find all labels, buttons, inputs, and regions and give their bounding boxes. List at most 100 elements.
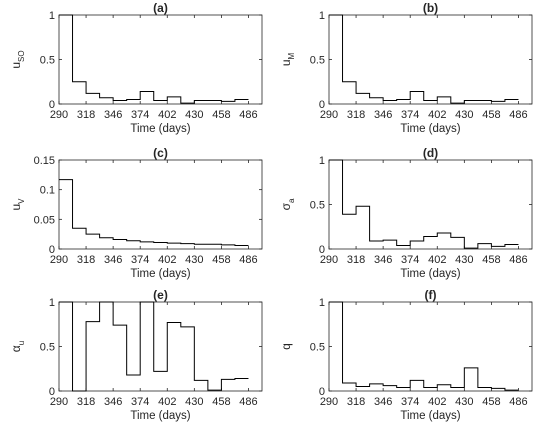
axes-box [58, 14, 263, 105]
x-tick-label: 430 [455, 109, 473, 121]
x-tick-label: 374 [401, 254, 419, 266]
panel-d: 290 318 346 374 402 430 458 486 0 0.5 1 (d) Time (da… [279, 146, 533, 280]
x-tick-label: 290 [50, 254, 68, 266]
y-tick-label: 0.5 [40, 55, 55, 67]
y-tick-label: 1 [319, 155, 325, 167]
panel-title: (e) [153, 288, 168, 302]
y-axis-label: q [279, 343, 293, 350]
y-tick-label: 1 [319, 297, 325, 309]
x-axis-label: Time (days) [130, 123, 190, 135]
x-axis-label: Time (days) [400, 268, 460, 280]
x-tick-label: 486 [239, 254, 257, 266]
x-tick-label: 318 [347, 396, 365, 408]
panel-a: 290 318 346 374 402 430 458 486 0 0.5 1 (a) Time (da… [9, 1, 263, 135]
x-tick-label: 486 [509, 254, 527, 266]
panel-c: 290 318 346 374 402 430 458 486 0 0.05 0.1 0.15 (c) T… [9, 146, 263, 280]
y-axis-label: αu [9, 341, 26, 352]
x-tick-label: 486 [509, 109, 527, 121]
panel-title: (c) [153, 146, 168, 160]
y-tick-label: 0 [49, 99, 55, 111]
x-tick-label: 458 [482, 396, 500, 408]
x-tick-label: 430 [185, 396, 203, 408]
y-tick-label: 0.05 [34, 214, 55, 226]
x-tick-label: 402 [428, 109, 446, 121]
x-tick-label: 458 [482, 109, 500, 121]
x-tick-label: 402 [428, 254, 446, 266]
x-tick-label: 290 [320, 396, 338, 408]
x-tick-label: 374 [131, 109, 149, 121]
x-tick-label: 290 [50, 396, 68, 408]
x-tick-label: 318 [77, 396, 95, 408]
y-axis-label-main: u [9, 62, 23, 69]
y-tick-label: 1 [49, 10, 55, 22]
axes-box [328, 159, 533, 250]
x-tick-label: 318 [77, 109, 95, 121]
y-axis-label-main: α [9, 345, 23, 352]
x-axis-label: Time (days) [400, 410, 460, 422]
y-axis-label-main: u [279, 59, 293, 66]
x-tick-label: 430 [455, 254, 473, 266]
y-axis-label-main: u [9, 204, 23, 211]
y-tick-label: 0 [319, 99, 325, 111]
y-axis-label: uSO [9, 50, 26, 68]
x-tick-label: 318 [347, 254, 365, 266]
x-tick-label: 318 [77, 254, 95, 266]
y-axis-label: uV [9, 198, 26, 211]
axes-box [58, 159, 263, 250]
x-tick-label: 290 [320, 109, 338, 121]
x-tick-label: 374 [401, 396, 419, 408]
series-step-line [59, 301, 249, 392]
x-tick-label: 486 [239, 396, 257, 408]
axes-box [328, 301, 533, 392]
x-tick-label: 346 [104, 254, 122, 266]
y-tick-label: 0.5 [40, 342, 55, 354]
series-step-line [329, 14, 519, 104]
y-axis-label-main: q [279, 343, 293, 350]
x-axis-label: Time (days) [130, 410, 190, 422]
y-tick-label: 0.1 [40, 185, 55, 197]
x-tick-label: 402 [158, 109, 176, 121]
x-tick-label: 402 [158, 396, 176, 408]
x-tick-label: 430 [455, 396, 473, 408]
y-tick-label: 0.5 [310, 342, 325, 354]
y-axis-label: σa [279, 198, 296, 210]
x-tick-label: 346 [104, 396, 122, 408]
x-tick-label: 374 [401, 109, 419, 121]
y-axis-label-subscript: u [17, 341, 26, 345]
axes-box [58, 301, 263, 392]
axes-box [328, 14, 533, 105]
y-tick-label: 0.15 [34, 155, 55, 167]
x-tick-label: 458 [212, 109, 230, 121]
y-axis-label-subscript: V [17, 198, 26, 204]
x-tick-label: 374 [131, 254, 149, 266]
x-tick-label: 402 [428, 396, 446, 408]
panel-title: (b) [423, 1, 438, 15]
x-tick-label: 318 [347, 109, 365, 121]
panel-title: (f) [425, 288, 437, 302]
x-axis-label: Time (days) [130, 268, 190, 280]
y-axis-label: uM [279, 52, 296, 66]
panel-b: 290 318 346 374 402 430 458 486 0 0.5 1 (b) Time (da… [279, 1, 533, 135]
series-step-line [59, 14, 249, 104]
y-tick-label: 0 [319, 386, 325, 398]
y-axis-label-subscript: M [287, 52, 296, 59]
y-axis-label-subscript: a [287, 198, 296, 203]
y-tick-label: 0.5 [310, 200, 325, 212]
x-tick-label: 290 [50, 109, 68, 121]
x-tick-label: 346 [374, 396, 392, 408]
x-tick-label: 346 [374, 109, 392, 121]
y-tick-label: 0.5 [310, 55, 325, 67]
panel-title: (d) [423, 146, 438, 160]
x-tick-label: 458 [212, 254, 230, 266]
x-tick-label: 430 [185, 254, 203, 266]
x-tick-label: 486 [509, 396, 527, 408]
x-tick-label: 458 [482, 254, 500, 266]
panel-e: 290 318 346 374 402 430 458 486 0 0.5 1 (e) Time (da… [9, 288, 263, 422]
panel-f: 290 318 346 374 402 430 458 486 0 0.5 1 (f) Time (da… [279, 288, 533, 422]
x-tick-label: 430 [185, 109, 203, 121]
y-tick-label: 0 [49, 244, 55, 256]
series-step-line [329, 159, 519, 249]
series-step-line [59, 179, 249, 246]
x-tick-label: 402 [158, 254, 176, 266]
